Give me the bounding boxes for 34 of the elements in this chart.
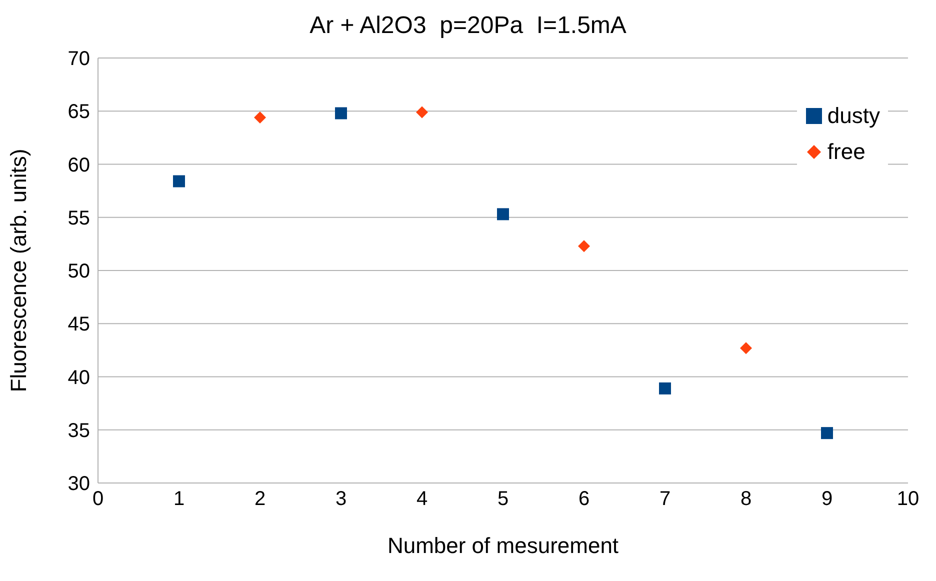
y-tick-label: 35 [68,420,90,442]
x-tick-label: 6 [578,488,590,510]
x-tick-label: 0 [92,488,104,510]
legend-label: dusty [827,102,880,130]
x-tick-label: 4 [416,488,428,510]
point [416,106,428,118]
y-tick-label: 50 [68,260,90,283]
x-tick-label: 3 [335,488,347,510]
x-tick-label: 9 [821,488,833,510]
point [578,240,590,252]
y-tick-label: 55 [68,207,90,230]
y-tick-label: 65 [68,101,90,124]
x-tick-label: 1 [173,488,185,510]
y-tick-label: 60 [68,154,90,176]
point [740,342,752,354]
legend-label: free [827,138,866,166]
point [659,382,671,394]
x-tick-label: 10 [896,488,920,510]
point [821,427,833,440]
y-axis-title: Fluorescence (arb. units) [6,148,31,392]
x-tick-label: 8 [740,488,752,510]
x-tick-label: 5 [497,488,509,510]
point [497,208,509,220]
point [335,107,347,120]
y-tick-label: 30 [68,473,90,496]
x-axis-title: Number of mesurement [387,533,619,558]
point [254,112,266,124]
y-tick-label: 45 [68,314,90,336]
chart-title: Ar + Al2O3 p=20Pa I=1.5mA [308,11,628,41]
x-tick-label: 7 [659,488,671,510]
y-tick-label: 70 [68,48,90,70]
x-tick-label: 2 [254,488,266,510]
y-tick-label: 40 [68,366,90,389]
point [173,175,185,188]
